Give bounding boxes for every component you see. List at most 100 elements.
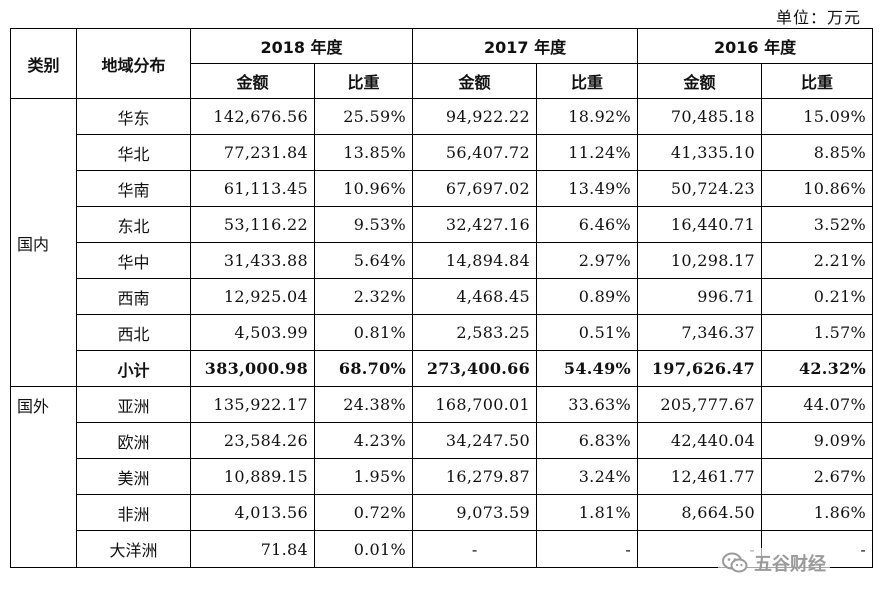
region-cell: 华东 bbox=[76, 98, 191, 135]
table-row: 国外 亚洲 135,922.17 24.38% 168,700.01 33.63… bbox=[10, 386, 874, 568]
amount-2018: 10,889.15 bbox=[190, 458, 315, 495]
share-2018: 24.38% bbox=[313, 386, 414, 423]
share-2017: 2.97% bbox=[536, 242, 639, 279]
share-2017: 33.63% bbox=[536, 386, 639, 423]
share-2016: 44.07% bbox=[761, 386, 874, 423]
amount-2017: - bbox=[412, 530, 538, 568]
amount-2016: 70,485.18 bbox=[637, 98, 763, 135]
header-amount: 金额 bbox=[412, 63, 538, 99]
share-2016: 0.21% bbox=[761, 278, 874, 315]
subtotal-row: 小计 383,000.98 68.70% 273,400.66 54.49% 1… bbox=[11, 350, 874, 387]
share-2018: 9.53% bbox=[313, 206, 414, 243]
amount-2018: 12,925.04 bbox=[190, 278, 315, 315]
amount-2016: 996.71 bbox=[637, 278, 763, 315]
amount-2018: 142,676.56 bbox=[190, 98, 315, 135]
amount-2018: 135,922.17 bbox=[190, 386, 315, 423]
share-2016: 9.09% bbox=[761, 422, 874, 459]
watermark: 五谷财经 bbox=[718, 548, 830, 578]
share-2017: 0.51% bbox=[536, 314, 639, 351]
share-2017: - bbox=[536, 530, 639, 568]
amount-2016: 7,346.37 bbox=[637, 314, 763, 351]
amount-2016: 42,440.04 bbox=[637, 422, 763, 459]
amount-2018: 4,503.99 bbox=[190, 314, 315, 351]
amount-2017: 67,697.02 bbox=[412, 170, 538, 207]
share-2016: 15.09% bbox=[761, 98, 874, 135]
region-cell-subtotal: 小计 bbox=[76, 350, 191, 387]
header-amount: 金额 bbox=[190, 63, 315, 99]
amount-2016: 16,440.71 bbox=[637, 206, 763, 243]
header-share: 比重 bbox=[536, 63, 639, 99]
amount-2016: 205,777.67 bbox=[637, 386, 763, 423]
share-2016: 2.67% bbox=[761, 458, 874, 495]
amount-2018: 31,433.88 bbox=[190, 242, 315, 279]
header-category: 类别 bbox=[10, 28, 77, 99]
amount-2017: 4,468.45 bbox=[412, 278, 538, 315]
region-cell: 华中 bbox=[76, 242, 191, 279]
amount-2018: 77,231.84 bbox=[190, 134, 315, 171]
share-2017: 54.49% bbox=[536, 350, 639, 387]
amount-2017: 2,583.25 bbox=[412, 314, 538, 351]
region-cell: 亚洲 bbox=[76, 386, 191, 423]
share-2018: 5.64% bbox=[313, 242, 414, 279]
share-2017: 1.81% bbox=[536, 494, 639, 531]
share-2018: 0.01% bbox=[313, 530, 414, 568]
header-year-2016: 2016 年度 bbox=[637, 28, 874, 64]
region-cell: 华南 bbox=[76, 170, 191, 207]
region-cell: 非洲 bbox=[76, 494, 191, 531]
amount-2018: 383,000.98 bbox=[190, 350, 315, 387]
table-row: 华中 31,433.88 5.64% 14,894.84 2.97% 10,29… bbox=[11, 242, 874, 279]
region-cell: 东北 bbox=[76, 206, 191, 243]
table-row: 国内 华东 142,676.56 25.59% 94,922.22 18.92%… bbox=[10, 98, 874, 387]
share-2018: 10.96% bbox=[313, 170, 414, 207]
header-year-2018: 2018 年度 bbox=[189, 28, 414, 64]
share-2017: 18.92% bbox=[536, 98, 639, 135]
amount-2017: 34,247.50 bbox=[412, 422, 538, 459]
amount-2017: 94,922.22 bbox=[412, 98, 538, 135]
table-row: 美洲 10,889.15 1.95% 16,279.87 3.24% 12,46… bbox=[11, 458, 874, 495]
share-2018: 4.23% bbox=[313, 422, 414, 459]
amount-2018: 4,013.56 bbox=[190, 494, 315, 531]
header-share: 比重 bbox=[761, 63, 874, 99]
header-amount: 金额 bbox=[637, 63, 763, 99]
amount-2017: 168,700.01 bbox=[412, 386, 538, 423]
table-row: 华北 77,231.84 13.85% 56,407.72 11.24% 41,… bbox=[11, 134, 874, 171]
table-row: 大洋洲 71.84 0.01% - - - - bbox=[11, 530, 874, 568]
amount-2018: 71.84 bbox=[190, 530, 315, 568]
share-2018: 13.85% bbox=[313, 134, 414, 171]
category-domestic: 国内 bbox=[10, 98, 77, 387]
share-2018: 68.70% bbox=[313, 350, 414, 387]
share-2017: 11.24% bbox=[536, 134, 639, 171]
share-2016: 1.86% bbox=[761, 494, 874, 531]
share-2017: 6.83% bbox=[536, 422, 639, 459]
amount-2017: 14,894.84 bbox=[412, 242, 538, 279]
share-2017: 6.46% bbox=[536, 206, 639, 243]
share-2017: 13.49% bbox=[536, 170, 639, 207]
table-row: 西北 4,503.99 0.81% 2,583.25 0.51% 7,346.3… bbox=[11, 314, 874, 351]
region-cell: 欧洲 bbox=[76, 422, 191, 459]
amount-2017: 273,400.66 bbox=[412, 350, 538, 387]
region-cell: 华北 bbox=[76, 134, 191, 171]
header-year-2017: 2017 年度 bbox=[412, 28, 639, 64]
amount-2017: 56,407.72 bbox=[412, 134, 538, 171]
amount-2018: 61,113.45 bbox=[190, 170, 315, 207]
table-row: 华南 61,113.45 10.96% 67,697.02 13.49% 50,… bbox=[11, 170, 874, 207]
share-2017: 3.24% bbox=[536, 458, 639, 495]
region-cell: 美洲 bbox=[76, 458, 191, 495]
share-2018: 1.95% bbox=[313, 458, 414, 495]
header-region: 地域分布 bbox=[76, 28, 191, 99]
share-2016: 42.32% bbox=[761, 350, 874, 387]
wechat-icon bbox=[722, 552, 748, 574]
category-foreign: 国外 bbox=[10, 386, 77, 568]
amount-2016: 197,626.47 bbox=[637, 350, 763, 387]
unit-label: 单位：万元 bbox=[775, 8, 861, 27]
amount-2016: 10,298.17 bbox=[637, 242, 763, 279]
table-row: 非洲 4,013.56 0.72% 9,073.59 1.81% 8,664.5… bbox=[11, 494, 874, 531]
table-row: 东北 53,116.22 9.53% 32,427.16 6.46% 16,44… bbox=[11, 206, 874, 243]
amount-2017: 9,073.59 bbox=[412, 494, 538, 531]
amount-2017: 16,279.87 bbox=[412, 458, 538, 495]
share-2016: 2.21% bbox=[761, 242, 874, 279]
amount-2018: 23,584.26 bbox=[190, 422, 315, 459]
share-2016: 3.52% bbox=[761, 206, 874, 243]
share-2016: 1.57% bbox=[761, 314, 874, 351]
regional-revenue-table: 类别 地域分布 2018 年度 2017 年度 2016 年度 金额 比重 金额… bbox=[10, 28, 874, 568]
